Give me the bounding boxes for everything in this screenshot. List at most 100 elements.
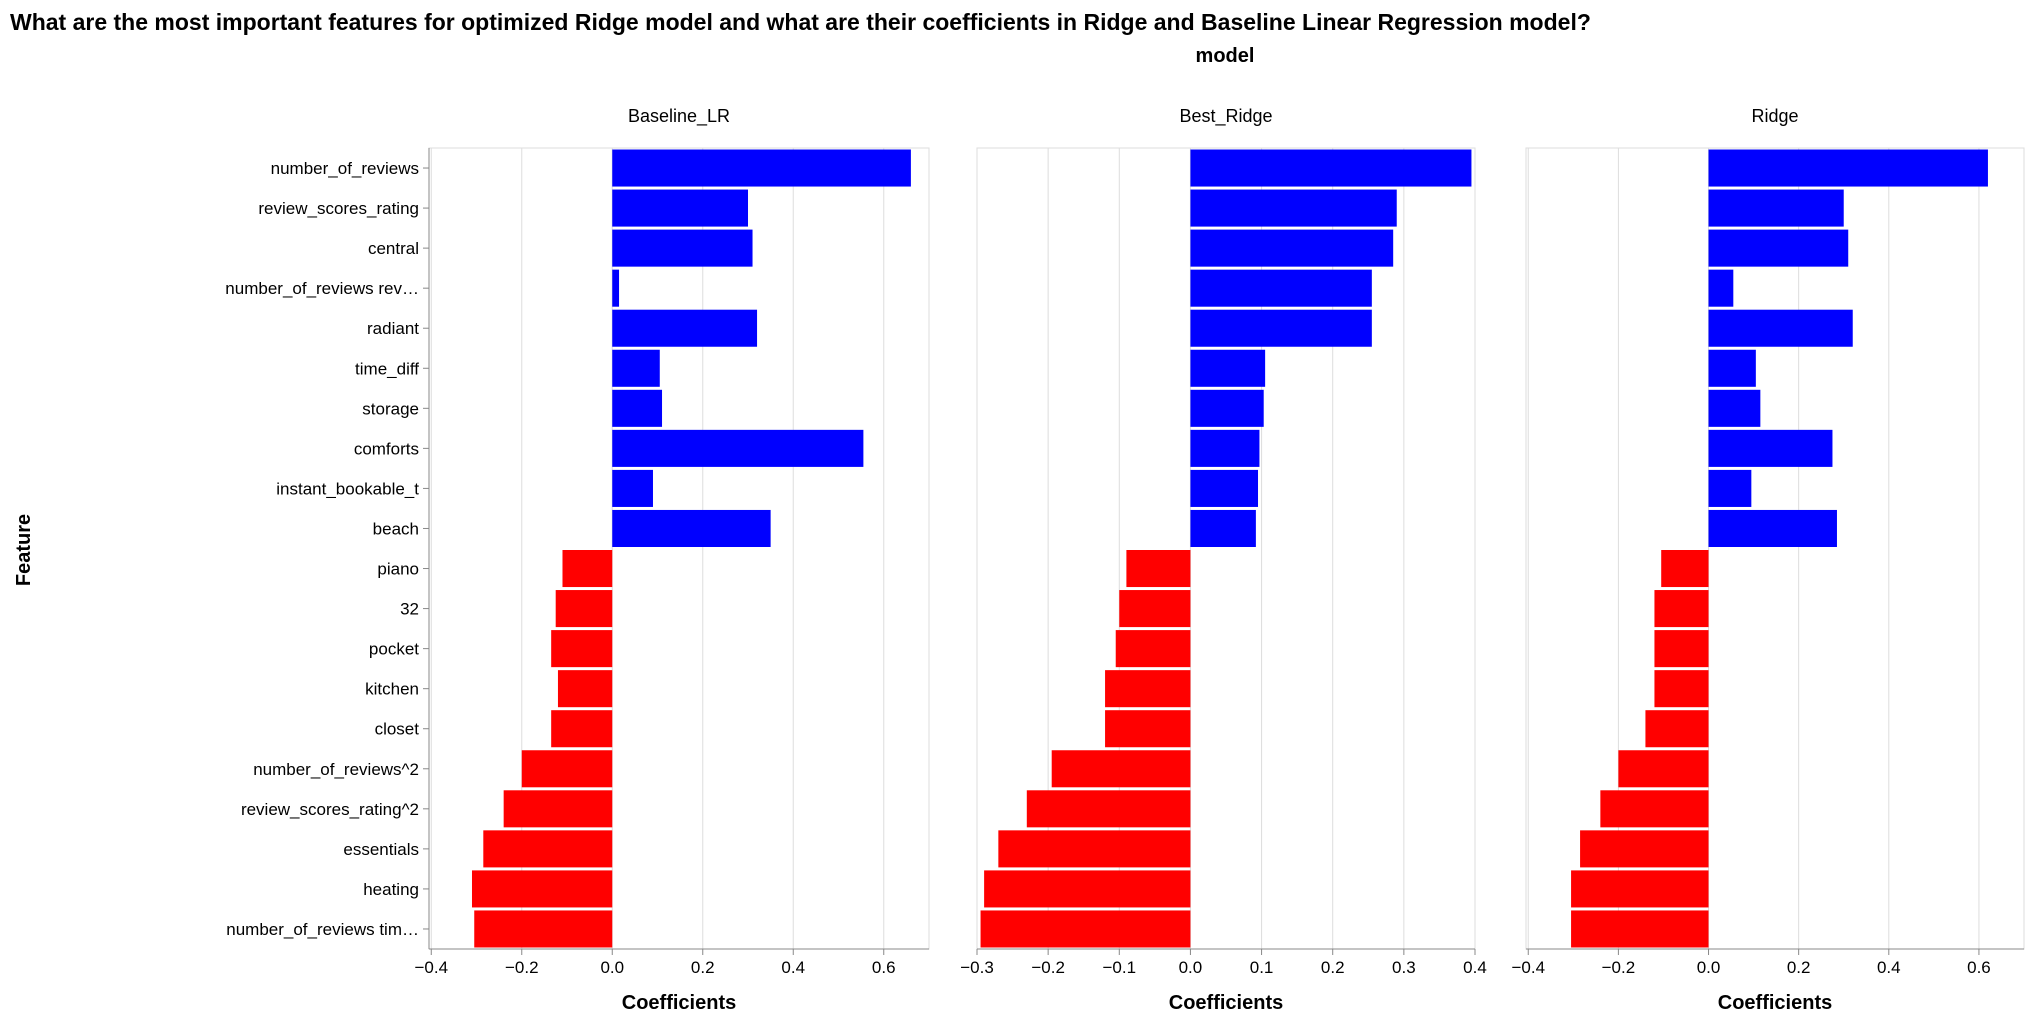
bar-4 xyxy=(1708,269,1734,307)
bar-17 xyxy=(1026,790,1191,828)
bar-5 xyxy=(1708,309,1853,347)
bar-14 xyxy=(557,670,613,708)
bar-2 xyxy=(1190,189,1397,227)
x-tick-label: −0.4 xyxy=(414,958,448,977)
y-tick-label: closet xyxy=(375,720,420,739)
bar-14 xyxy=(1654,670,1709,708)
bar-19 xyxy=(471,870,613,908)
panel-baseline-lr: −0.4 −0.2 0.0 0.2 0.4 0.6 Baseline_LR Coefficie… xyxy=(225,106,930,1014)
bar-8 xyxy=(1190,429,1260,467)
bar-8 xyxy=(612,429,864,467)
panel-title: Ridge xyxy=(1751,106,1798,126)
x-tick-label: 0.2 xyxy=(691,958,715,977)
bar-18 xyxy=(483,830,613,868)
bar-17 xyxy=(503,790,613,828)
bar-20 xyxy=(1571,910,1709,948)
bar-12 xyxy=(1654,590,1709,628)
bar-13 xyxy=(551,630,613,668)
bar-16 xyxy=(1051,750,1191,788)
bar-20 xyxy=(980,910,1191,948)
bar-11 xyxy=(1661,550,1709,588)
x-axis-title: Coefficients xyxy=(1718,992,1832,1014)
bar-1 xyxy=(612,149,911,187)
y-tick-label: heating xyxy=(363,880,419,899)
y-tick-label: number_of_reviews xyxy=(271,159,419,178)
y-tick-label: essentials xyxy=(343,840,419,859)
bar-15 xyxy=(1645,710,1709,748)
bar-4 xyxy=(1190,269,1372,307)
bar-18 xyxy=(1580,830,1709,868)
x-axis-title: Coefficients xyxy=(1169,992,1283,1014)
plot-frame xyxy=(1525,147,2025,950)
bar-1 xyxy=(1190,149,1472,187)
x-tick-label: −0.2 xyxy=(1031,958,1065,977)
y-tick-label: central xyxy=(368,239,419,258)
x-tick-label: 0.0 xyxy=(1179,958,1203,977)
y-tick-label: storage xyxy=(362,399,419,418)
x-tick-label: −0.4 xyxy=(1511,958,1545,977)
x-tick-label: 0.0 xyxy=(600,958,624,977)
bar-7 xyxy=(1708,389,1761,427)
x-axis-title: Coefficients xyxy=(622,992,736,1014)
bar-7 xyxy=(612,389,663,427)
bar-10 xyxy=(1190,509,1256,547)
bar-20 xyxy=(474,910,613,948)
y-tick-label: piano xyxy=(377,560,419,579)
bar-10 xyxy=(1708,509,1837,547)
plot-frame xyxy=(428,147,930,950)
panel-title: Baseline_LR xyxy=(628,106,730,127)
bar-3 xyxy=(612,229,753,267)
bar-15 xyxy=(1105,710,1191,748)
bar-1 xyxy=(1708,149,1988,187)
bar-11 xyxy=(1126,550,1191,588)
bar-15 xyxy=(551,710,613,748)
panel-title: Best_Ridge xyxy=(1179,106,1272,127)
bar-11 xyxy=(562,550,613,588)
y-tick-label: number_of_reviews rev… xyxy=(225,279,419,298)
panels: −0.4 −0.2 0.0 0.2 0.4 0.6 Baseline_LR Coefficie… xyxy=(225,106,2025,1014)
x-tick-label: 0.4 xyxy=(1877,958,1901,977)
facet-header: model xyxy=(1196,45,1255,67)
y-tick-label: 32 xyxy=(400,600,419,619)
chart-title: What are the most important features for… xyxy=(10,9,1591,35)
bar-12 xyxy=(1119,590,1191,628)
y-tick-label: number_of_reviews tim… xyxy=(226,920,419,939)
bar-5 xyxy=(612,309,758,347)
y-tick-label: beach xyxy=(373,519,419,538)
x-tick-label: 0.4 xyxy=(1463,958,1487,977)
bar-12 xyxy=(555,590,613,628)
bar-19 xyxy=(984,870,1191,908)
bar-9 xyxy=(612,469,653,507)
panel-best-ridge: −0.3 −0.2 −0.1 0.0 0.1 0.2 0.3 0.4 Best_Ridge Coe… xyxy=(960,106,1487,1014)
y-axis-title: Feature xyxy=(13,514,35,586)
x-tick-label: 0.6 xyxy=(1967,958,1991,977)
bar-2 xyxy=(612,189,749,227)
bar-2 xyxy=(1708,189,1844,227)
bar-3 xyxy=(1708,229,1849,267)
y-tick-label: time_diff xyxy=(355,359,419,378)
x-tick-label: 0.0 xyxy=(1697,958,1721,977)
bar-9 xyxy=(1708,469,1752,507)
y-tick-label: radiant xyxy=(367,319,419,338)
x-tick-label: −0.3 xyxy=(960,958,994,977)
x-tick-label: 0.2 xyxy=(1787,958,1811,977)
y-tick-label: comforts xyxy=(354,439,419,458)
y-tick-label: review_scores_rating xyxy=(258,199,419,218)
bar-10 xyxy=(612,509,771,547)
x-tick-label: −0.2 xyxy=(1602,958,1636,977)
bar-19 xyxy=(1571,870,1709,908)
x-tick-label: −0.1 xyxy=(1103,958,1137,977)
bar-6 xyxy=(612,349,660,387)
bar-18 xyxy=(998,830,1191,868)
bar-6 xyxy=(1190,349,1266,387)
bar-4 xyxy=(612,269,620,307)
bar-13 xyxy=(1115,630,1191,668)
x-tick-label: 0.1 xyxy=(1250,958,1274,977)
x-tick-label: 0.3 xyxy=(1392,958,1416,977)
bar-17 xyxy=(1600,790,1709,828)
x-tick-label: −0.2 xyxy=(505,958,539,977)
x-tick-label: 0.6 xyxy=(872,958,896,977)
y-tick-label: pocket xyxy=(369,640,419,659)
plot-frame xyxy=(976,147,1476,950)
